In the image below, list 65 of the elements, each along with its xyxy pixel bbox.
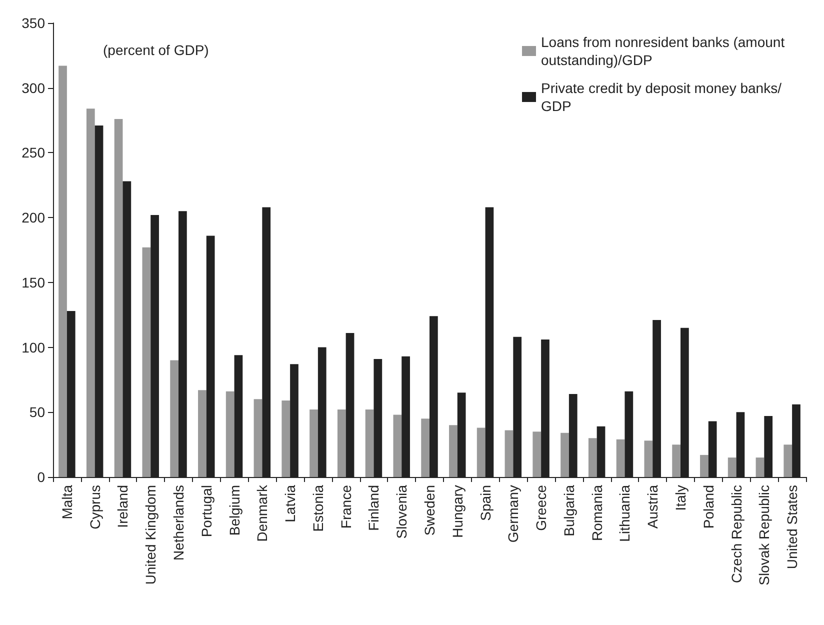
bar: [449, 425, 458, 477]
bar: [282, 400, 290, 477]
y-tick-label: 150: [22, 274, 46, 290]
x-tick-label: Finland: [366, 485, 382, 531]
bar: [393, 414, 402, 477]
y-tick-label: 250: [22, 144, 46, 161]
x-tick-label: Cyprus: [86, 485, 103, 530]
bar: [728, 458, 736, 477]
y-tick-label: 100: [22, 339, 46, 356]
bar: [644, 440, 653, 477]
bar: [756, 458, 764, 477]
bar: [198, 390, 206, 477]
x-tick-label: Austria: [644, 484, 661, 529]
bar: [672, 444, 680, 477]
bar: [532, 432, 542, 477]
x-tick-label: Estonia: [310, 484, 326, 532]
bar: [588, 438, 597, 477]
x-tick-label: Denmark: [254, 484, 270, 542]
annotation: (percent of GDP): [103, 42, 209, 58]
y-tick-label: 50: [29, 404, 46, 420]
legend-label: Private credit by deposit money banks/GDP: [541, 80, 782, 114]
bar: [560, 432, 569, 477]
x-tick-label: Bulgaria: [560, 484, 577, 536]
y-tick-label: 200: [22, 210, 46, 226]
x-tick-label: Ireland: [114, 485, 131, 528]
bar: [86, 108, 95, 477]
bar: [142, 247, 151, 477]
bar: [254, 399, 262, 477]
x-tick-label: Malta: [58, 484, 75, 520]
y-tick-label: 300: [22, 80, 46, 96]
x-tick-label: Latvia: [282, 484, 298, 522]
x-tick-label: United States: [784, 485, 800, 570]
x-tick-label: Italy: [672, 485, 688, 511]
bar: [504, 430, 514, 477]
x-tick-label: United Kingdom: [142, 485, 159, 585]
x-tick-label: France: [338, 484, 354, 529]
y-tick-label: 350: [22, 15, 46, 31]
bar: [337, 410, 346, 477]
bar: [170, 360, 178, 477]
x-tick-label: Czech Republic: [728, 485, 744, 584]
x-tick-label: Portugal: [198, 485, 214, 538]
x-tick-label: Romania: [588, 484, 605, 542]
bar: [421, 418, 430, 477]
x-tick-label: Slovak Republic: [756, 485, 772, 586]
x-tick-label: Poland: [700, 485, 716, 529]
bar: [310, 410, 318, 477]
y-tick-label: 0: [37, 469, 46, 485]
x-tick-label: Spain: [477, 485, 494, 521]
bar: [476, 428, 486, 477]
x-tick-label: Germany: [505, 485, 522, 543]
x-tick-label: Sweden: [422, 485, 438, 536]
legend-label: Loans from nonresident banks (amount outstanding)/GDP: [541, 34, 788, 68]
bar: [784, 444, 792, 477]
bar: [58, 66, 67, 477]
x-tick-label: Lithuania: [616, 484, 633, 542]
x-tick-label: Greece: [533, 484, 550, 531]
x-tick-label: Slovenia: [394, 484, 410, 539]
x-tick-label: Belgium: [226, 485, 242, 536]
bar: [616, 439, 625, 477]
x-tick-label: Netherlands: [170, 485, 186, 560]
x-tick-label: Hungary: [449, 485, 466, 538]
bar: [114, 118, 123, 477]
bar: [700, 454, 708, 477]
bar: [226, 391, 234, 477]
bar: [365, 410, 374, 477]
